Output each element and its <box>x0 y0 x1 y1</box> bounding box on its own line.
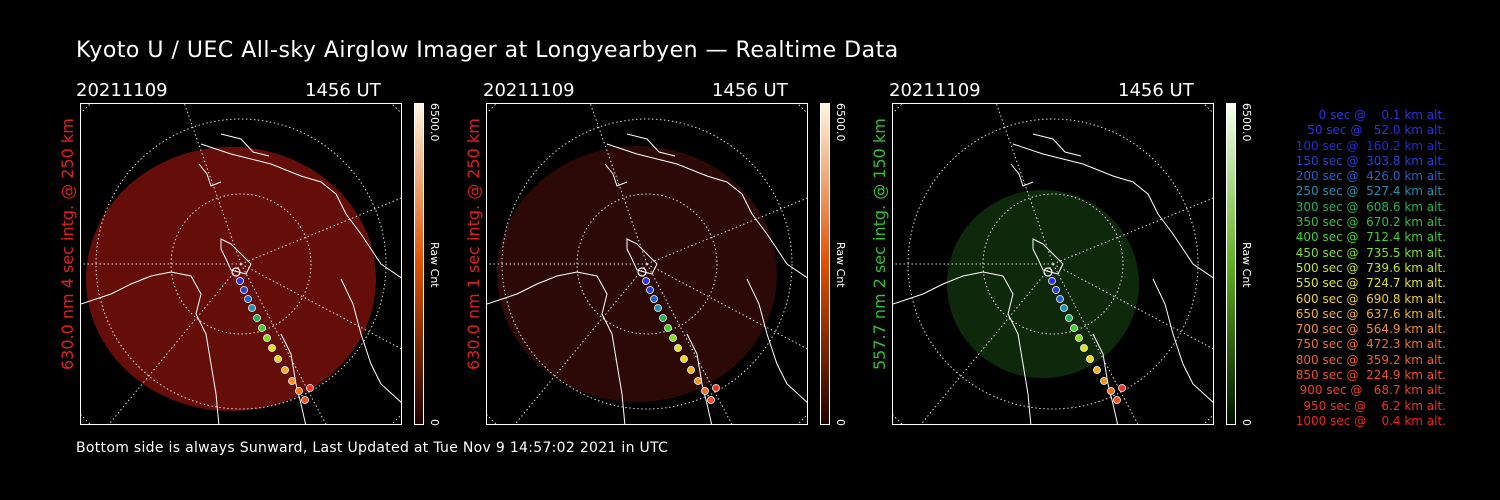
panel-2-colorbar-unit: Raw Cnt <box>834 242 847 288</box>
panel-2-time: 1456 UT <box>712 80 788 101</box>
legend-row: 500 sec @ 739.6 km alt. <box>1291 260 1446 275</box>
altitude-legend: 0 sec @ 0.1 km alt. 50 sec @ 52.0 km alt… <box>1256 108 1446 429</box>
panel-3-image <box>892 103 1214 425</box>
legend-row: 50 sec @ 52.0 km alt. <box>1299 123 1446 138</box>
trajectory <box>637 267 720 404</box>
coastline <box>487 133 807 424</box>
panel-3-colorbar <box>1226 103 1236 425</box>
panel-2-image <box>486 103 808 425</box>
legend-row: 450 sec @ 735.5 km alt. <box>1291 245 1446 260</box>
panel-1-colorbar-max: 6500.0 <box>428 103 441 142</box>
legend-row: 0 sec @ 0.1 km alt. <box>1307 108 1446 122</box>
panel-2-colorbar <box>820 103 830 425</box>
panel-2-date: 20211109 <box>483 80 575 101</box>
legend-row: 900 sec @ 68.7 km alt. <box>1295 383 1446 398</box>
legend-row: 750 sec @ 472.3 km alt. <box>1291 337 1446 352</box>
legend-row: 950 sec @ 6.2 km alt. <box>1299 398 1446 413</box>
legend-row: 150 sec @ 303.8 km alt. <box>1291 153 1446 168</box>
legend-row: 1000 sec @ 0.4 km alt. <box>1295 413 1446 428</box>
panel-2-side-label: 630.0 nm 1 sec intg. @ 250 km <box>464 118 483 370</box>
panel-1-colorbar-unit: Raw Cnt <box>428 242 441 288</box>
panel-1-date: 20211109 <box>76 80 168 101</box>
panel-3-colorbar-min: 0 <box>1240 419 1253 426</box>
legend-row: 300 sec @ 608.6 km alt. <box>1291 199 1446 214</box>
panel-3-colorbar-max: 6500.0 <box>1240 103 1253 142</box>
airglow-region <box>497 146 777 402</box>
panel-1-map <box>81 104 401 424</box>
graticule <box>893 104 1213 424</box>
panel-3-side-label: 557.7 nm 2 sec intg. @ 150 km <box>870 118 889 370</box>
coastline <box>81 133 401 424</box>
legend-row: 250 sec @ 527.4 km alt. <box>1291 184 1446 199</box>
legend-row: 350 sec @ 670.2 km alt. <box>1291 215 1446 230</box>
legend-row: 800 sec @ 359.2 km alt. <box>1291 352 1446 367</box>
panel-1-colorbar-min: 0 <box>428 419 441 426</box>
panel-1-time: 1456 UT <box>305 80 381 101</box>
legend-row: 650 sec @ 637.6 km alt. <box>1291 306 1446 321</box>
trajectory <box>231 267 314 404</box>
graticule <box>81 104 401 424</box>
legend-row: 850 sec @ 224.9 km alt. <box>1291 368 1446 383</box>
panel-1-image <box>80 103 402 425</box>
page-title: Kyoto U / UEC All-sky Airglow Imager at … <box>76 38 899 63</box>
panel-1-colorbar <box>414 103 424 425</box>
graticule <box>487 104 807 424</box>
legend-row: 200 sec @ 426.0 km alt. <box>1291 169 1446 184</box>
panel-1-side-label: 630.0 nm 4 sec intg. @ 250 km <box>58 118 77 370</box>
legend-row: 550 sec @ 724.7 km alt. <box>1291 276 1446 291</box>
panel-2-map <box>487 104 807 424</box>
airglow-region <box>86 147 376 411</box>
trajectory <box>1043 267 1126 404</box>
panel-3-time: 1456 UT <box>1118 80 1194 101</box>
airglow-region <box>947 190 1139 378</box>
panel-3-colorbar-unit: Raw Cnt <box>1240 242 1253 288</box>
panel-3-map <box>893 104 1213 424</box>
panel-2-colorbar-max: 6500.0 <box>834 103 847 142</box>
footer-note: Bottom side is always Sunward, Last Upda… <box>76 440 669 456</box>
legend-row: 600 sec @ 690.8 km alt. <box>1291 291 1446 306</box>
legend-row: 700 sec @ 564.9 km alt. <box>1291 322 1446 337</box>
legend-row: 400 sec @ 712.4 km alt. <box>1291 230 1446 245</box>
panel-3-date: 20211109 <box>889 80 981 101</box>
panel-2-colorbar-min: 0 <box>834 419 847 426</box>
coastline <box>893 133 1213 424</box>
legend-row: 100 sec @ 160.2 km alt. <box>1291 138 1446 153</box>
